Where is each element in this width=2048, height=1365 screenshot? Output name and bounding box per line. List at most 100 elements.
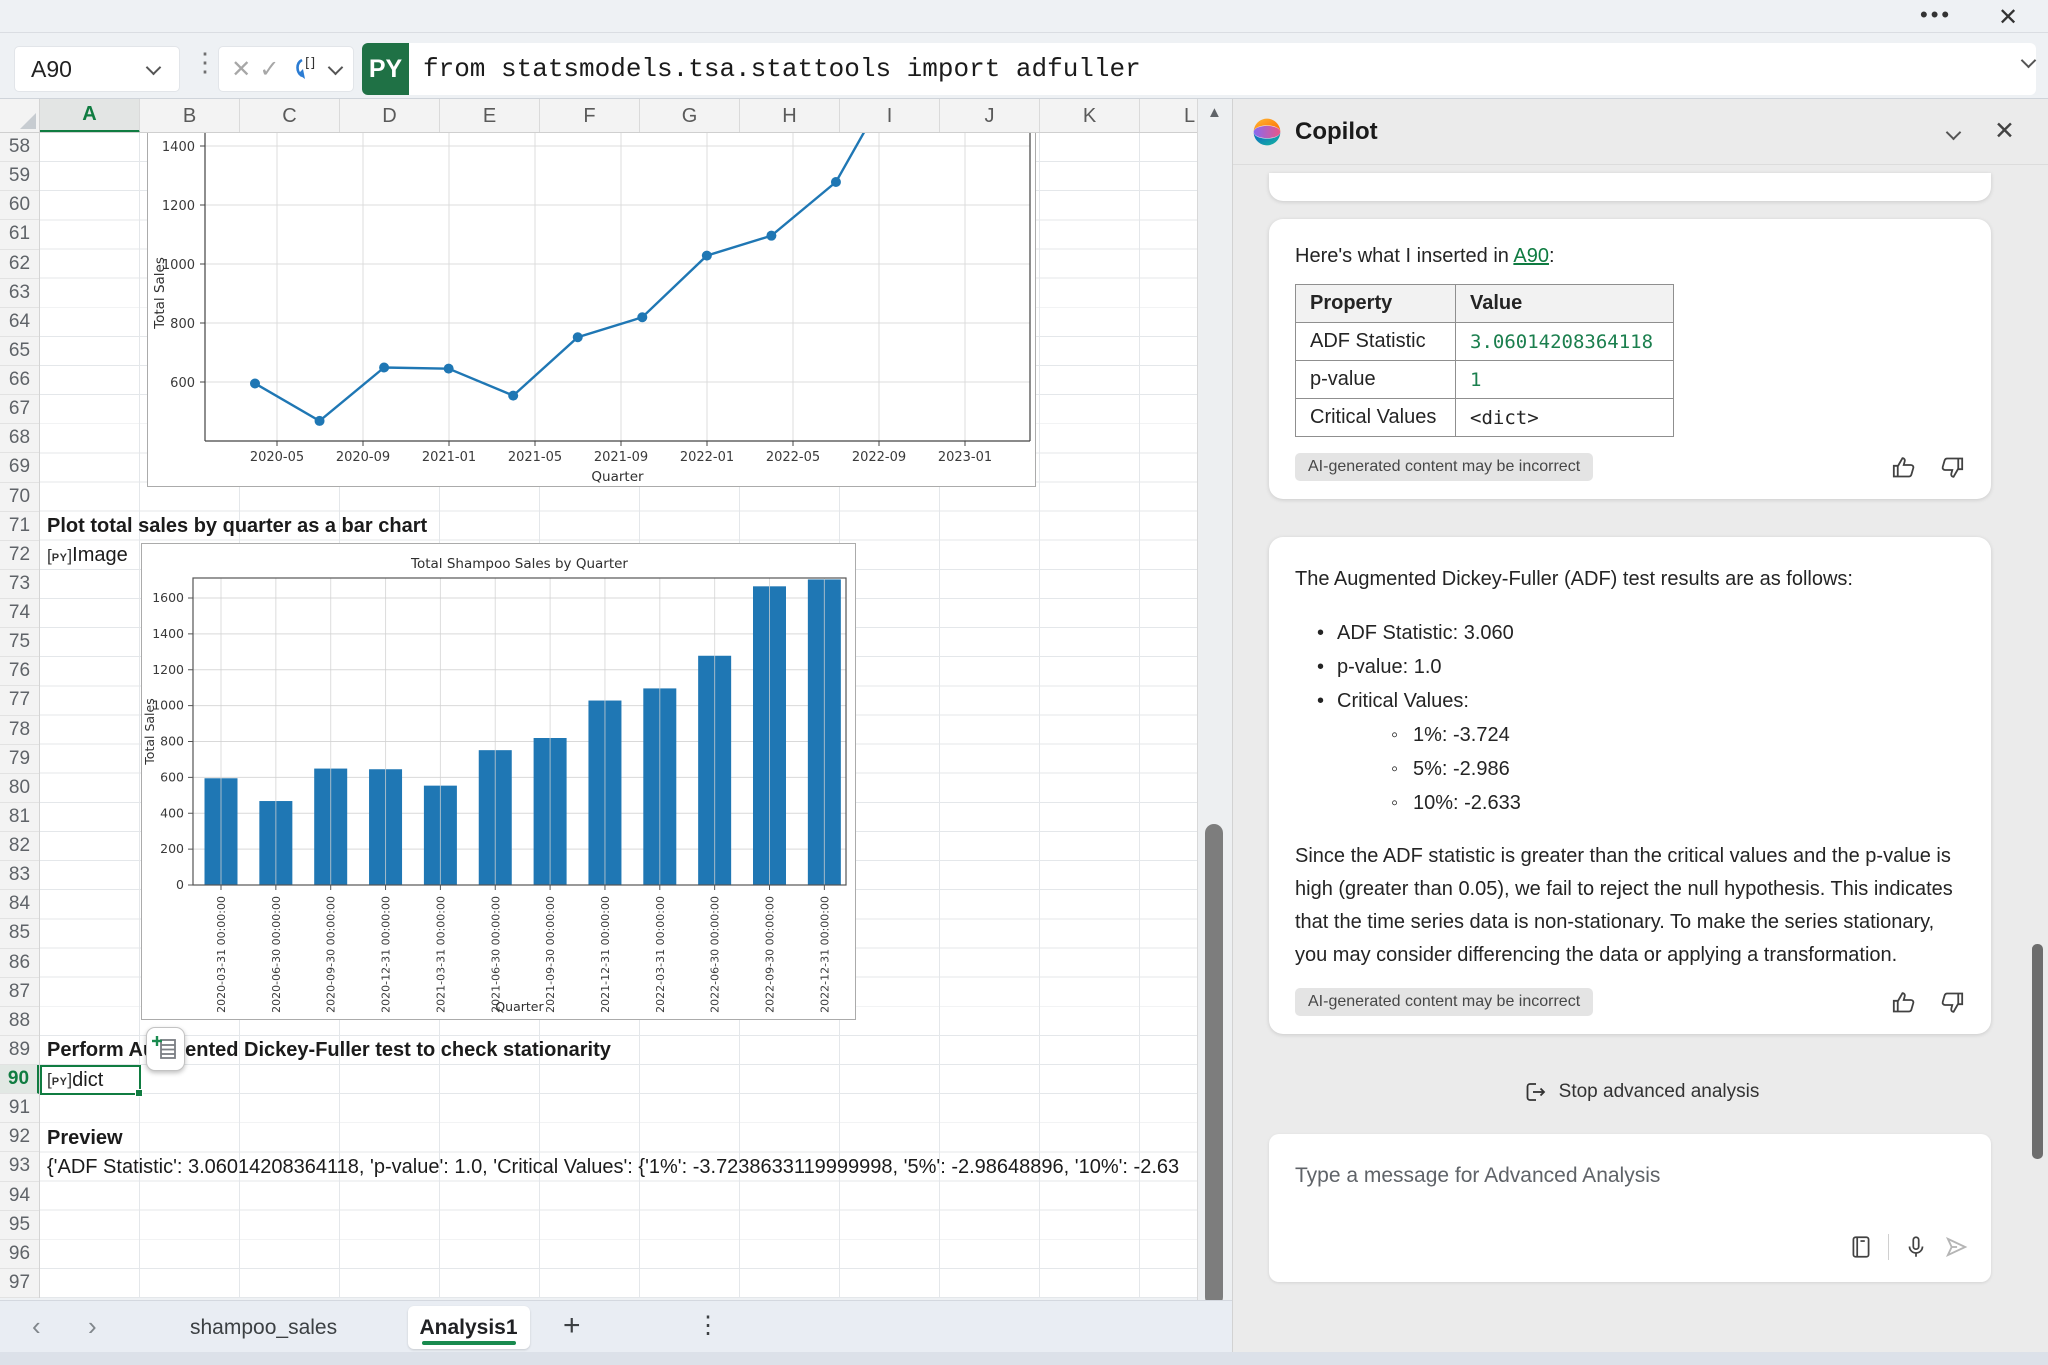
column-header-B[interactable]: B [140, 99, 240, 133]
notebook-icon[interactable] [1848, 1234, 1874, 1260]
add-sheet-button[interactable]: + [563, 1309, 581, 1343]
row-header-61[interactable]: 61 [0, 220, 39, 249]
column-header-E[interactable]: E [440, 99, 540, 133]
confirm-icon[interactable]: ✓ [259, 55, 279, 84]
row-header-64[interactable]: 64 [0, 308, 39, 337]
row-header-93[interactable]: 93 [0, 1152, 39, 1181]
row-header-79[interactable]: 79 [0, 745, 39, 774]
cell-link[interactable]: A90 [1513, 245, 1549, 267]
column-header-I[interactable]: I [840, 99, 940, 133]
row-header-91[interactable]: 91 [0, 1094, 39, 1123]
select-all-corner[interactable] [0, 99, 40, 133]
row-header-96[interactable]: 96 [0, 1240, 39, 1269]
row-header-68[interactable]: 68 [0, 424, 39, 453]
sheet-tab-shampoo_sales[interactable]: shampoo_sales [190, 1309, 337, 1347]
row-header-86[interactable]: 86 [0, 949, 39, 978]
more-options-icon[interactable]: ••• [1920, 2, 1952, 28]
thumbs-down-icon[interactable] [1938, 454, 1965, 481]
row-header-84[interactable]: 84 [0, 890, 39, 919]
scroll-up-icon[interactable]: ▲ [1207, 104, 1222, 121]
row-header-90[interactable]: 90 [0, 1065, 39, 1094]
line-chart-object[interactable]: 6008001000120014002020-052020-092021-012… [147, 133, 1036, 487]
sheet-nav-right-icon[interactable]: › [88, 1311, 97, 1342]
copilot-scrollbar-thumb[interactable] [2032, 944, 2043, 1159]
row-header-83[interactable]: 83 [0, 861, 39, 890]
row-header-77[interactable]: 77 [0, 686, 39, 715]
sheet-nav-left-icon[interactable]: ‹ [32, 1311, 41, 1342]
column-header-H[interactable]: H [740, 99, 840, 133]
row-header-60[interactable]: 60 [0, 191, 39, 220]
column-header-J[interactable]: J [940, 99, 1040, 133]
column-header-C[interactable]: C [240, 99, 340, 133]
selected-cell-a90[interactable]: [PY]dict [40, 1065, 141, 1095]
copilot-logo-icon [1251, 116, 1283, 148]
column-header-K[interactable]: K [1040, 99, 1140, 133]
window-close-icon[interactable]: ✕ [1998, 3, 2018, 32]
row-header-74[interactable]: 74 [0, 599, 39, 628]
column-header-L[interactable]: L [1140, 99, 1197, 133]
copilot-scroll-area[interactable]: Here's what I inserted in A90: PropertyV… [1233, 165, 2048, 1352]
column-header-F[interactable]: F [540, 99, 640, 133]
row-header-89[interactable]: 89 [0, 1036, 39, 1065]
row-header-70[interactable]: 70 [0, 483, 39, 512]
close-panel-icon[interactable]: ✕ [1994, 116, 2015, 146]
sub-bullet-item: 5%: -2.986 [1295, 752, 1965, 786]
stop-advanced-analysis-button[interactable]: Stop advanced analysis [1233, 1080, 2048, 1104]
row-header-95[interactable]: 95 [0, 1211, 39, 1240]
row-header-78[interactable]: 78 [0, 716, 39, 745]
row-header-87[interactable]: 87 [0, 978, 39, 1007]
row-header-67[interactable]: 67 [0, 395, 39, 424]
row-header-65[interactable]: 65 [0, 337, 39, 366]
column-header-G[interactable]: G [640, 99, 740, 133]
row-header-72[interactable]: 72 [0, 541, 39, 570]
row-header-58[interactable]: 58 [0, 133, 39, 162]
thumbs-down-icon[interactable] [1938, 989, 1965, 1016]
thumbs-up-icon[interactable] [1891, 454, 1918, 481]
drag-handle-icon[interactable]: ⋮ [192, 47, 218, 78]
row-header-92[interactable]: 92 [0, 1123, 39, 1152]
row-header-75[interactable]: 75 [0, 628, 39, 657]
python-object-icon[interactable]: [] [288, 54, 322, 84]
insert-data-button[interactable] [146, 1027, 185, 1071]
sheet-tab-Analysis1[interactable]: Analysis1 [408, 1306, 530, 1349]
send-icon[interactable] [1943, 1234, 1969, 1260]
sheet-tab-label: shampoo_sales [190, 1316, 337, 1340]
cancel-icon[interactable]: ✕ [231, 55, 251, 84]
column-header-D[interactable]: D [340, 99, 440, 133]
formula-input[interactable]: PY from statsmodels.tsa.stattools import… [362, 43, 2036, 95]
row-header-82[interactable]: 82 [0, 832, 39, 861]
svg-text:2021-01: 2021-01 [422, 450, 476, 465]
column-header-A[interactable]: A [40, 99, 140, 133]
row-header-69[interactable]: 69 [0, 453, 39, 482]
cell-a71-text: Plot total sales by quarter as a bar cha… [47, 512, 427, 541]
row-header-66[interactable]: 66 [0, 366, 39, 395]
row-header-85[interactable]: 85 [0, 919, 39, 948]
row-header-88[interactable]: 88 [0, 1007, 39, 1036]
sub-bullet-item: 1%: -3.724 [1295, 718, 1965, 752]
row-header-63[interactable]: 63 [0, 279, 39, 308]
row-header-76[interactable]: 76 [0, 657, 39, 686]
row-header-81[interactable]: 81 [0, 803, 39, 832]
chevron-down-icon[interactable] [146, 59, 162, 75]
fill-handle[interactable] [135, 1089, 143, 1097]
row-header-62[interactable]: 62 [0, 250, 39, 279]
copilot-message-input[interactable]: Type a message for Advanced Analysis [1269, 1134, 1991, 1282]
sheet-options-icon[interactable]: ⋮ [696, 1311, 720, 1340]
row-header-71[interactable]: 71 [0, 512, 39, 541]
row-header-94[interactable]: 94 [0, 1182, 39, 1211]
row-header-59[interactable]: 59 [0, 162, 39, 191]
collapse-panel-icon[interactable] [1946, 125, 1962, 141]
cell-a89-text: Perform Augmented Dickey-Fuller test to … [47, 1036, 611, 1065]
thumbs-up-icon[interactable] [1891, 989, 1918, 1016]
vertical-scrollbar-thumb[interactable] [1205, 824, 1223, 1306]
sub-bullet-list: 1%: -3.7245%: -2.98610%: -2.633 [1295, 718, 1965, 820]
row-header-80[interactable]: 80 [0, 774, 39, 803]
copilot-panel: Copilot ✕ Here's what I inserted in A90:… [1232, 99, 2048, 1352]
microphone-icon[interactable] [1903, 1234, 1929, 1260]
chevron-down-icon[interactable] [328, 59, 344, 75]
row-header-73[interactable]: 73 [0, 570, 39, 599]
bar-chart-object[interactable]: 020040060080010001200140016002020-03-31 … [141, 543, 856, 1020]
row-header-97[interactable]: 97 [0, 1269, 39, 1298]
vertical-scrollbar[interactable]: ▲ ▼ [1197, 99, 1232, 1352]
name-box[interactable]: A90 [14, 46, 180, 92]
